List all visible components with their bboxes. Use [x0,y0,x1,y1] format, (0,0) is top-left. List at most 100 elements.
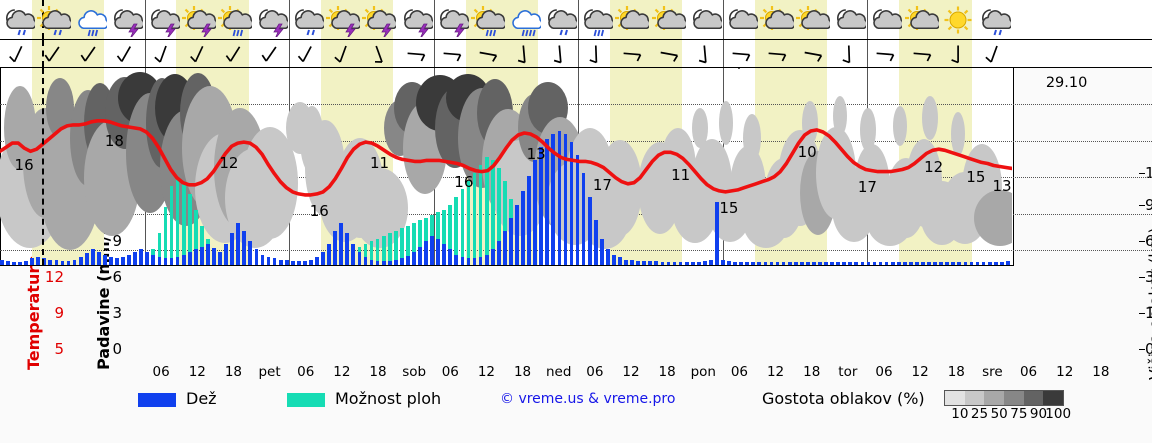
rain-bar [24,261,28,265]
rain-bar [521,191,525,265]
rain-bar [327,244,331,265]
rain-bar [448,249,453,265]
hour-label: pon [690,364,716,380]
temperature-tick: 5 [54,340,64,358]
hour-label: 18 [224,364,243,380]
rain-bar [981,262,986,265]
temperature-tick: 12 [44,268,64,286]
shower-bar [381,236,386,265]
copyright-link[interactable]: © vreme.us & vreme.pro [500,391,676,407]
cloud-density-tick: 100 [1045,406,1072,422]
wind-barb [325,40,361,68]
rain-bar [418,246,422,265]
hour-axis-labels: 06 12 18 pet 06 12 18 sob 06 12 18 ned 06 12 18 pon 06 12… [125,364,1139,384]
cloud-axis-tickmark [1139,205,1145,206]
weather-icon-night-cloud-drizzle [289,0,325,40]
rain-bar [902,262,907,265]
temperature-value-label: 11 [369,154,390,173]
cloud-density-swatch-75 [1004,391,1024,405]
temperature-value-label: 15 [966,168,986,187]
day-separator [144,40,146,67]
rain-bar [733,262,737,265]
wind-barb [831,40,867,68]
rain-bar [339,222,344,265]
rain-bar [169,258,174,265]
rain-bar [181,254,186,265]
wind-barb [0,40,36,68]
temperature-value-label: 15 [719,198,739,217]
rain-bar [218,251,222,265]
rain-bar [799,262,804,265]
temperature-curve [0,119,1012,197]
rain-bar [890,262,895,265]
temperature-value-label: 12 [219,154,239,173]
shower-bar [387,233,392,265]
temperature-value-label: 12 [924,158,944,177]
rain-bar [309,259,313,265]
rain-bar [545,138,550,265]
rain-bar [884,262,889,265]
rain-bar [478,257,483,265]
shower-bar [424,217,428,265]
rain-bar [460,257,465,265]
wind-barb [434,40,470,68]
precipitation-tick: 9 [112,232,122,250]
rain-bar [666,262,671,265]
rain-bar [199,246,204,265]
wind-barb [867,40,903,68]
hour-label: 12 [911,364,929,380]
legend-shower-swatch [287,393,325,407]
cloud-density-swatch-10 [945,391,965,405]
temperature-value-label: 18 [104,131,124,150]
wind-barb [36,40,72,68]
rain-bar [109,257,113,265]
hour-label: 18 [513,364,532,380]
legend-rain-swatch [138,393,176,407]
wind-barb [72,40,108,68]
rain-bar [66,261,71,265]
weather-icon-sun-cloud-drizzle [36,0,72,40]
rain-bar [393,259,398,265]
temperature-value-label: 16 [14,156,34,175]
rain-bar [333,230,338,265]
legend-cloud-label: Gostota oblakov (%) [762,389,925,408]
cloud-density-tick-labels: 10 25 50 75 90 100 [938,406,1072,424]
shower-bar [375,238,380,265]
cloud-height-tick: 1.5 [1145,304,1152,322]
hour-label: ned [545,364,572,380]
wind-barb [723,40,759,68]
cloud-density-scale [944,390,1064,406]
rain-bar [496,241,501,265]
wind-barb [614,40,650,68]
rain-bar [684,262,689,265]
rain-bar [363,257,368,265]
rain-bar [993,262,998,265]
rain-bar [127,254,131,265]
rain-bar [551,133,556,265]
rain-bar [84,253,89,265]
meteogram-plot[interactable]: 16 18 12 16 11 16 13 17 11 15 10 17 12 15 13 [0,0,1152,266]
rain-bar [78,257,83,265]
rain-bar [484,254,489,265]
hour-label: sob [402,364,427,380]
rain-bar [751,262,756,265]
cloud-height-tick: 9.0 [1145,196,1152,214]
rain-bar [793,262,798,265]
shower-bar [187,194,192,265]
rain-bar [963,262,968,265]
hour-label: 06 [297,364,315,380]
rain-bar [933,262,937,265]
day-separator [867,0,869,39]
rain-bar [642,261,647,265]
rain-bar [527,175,531,265]
weather-icon-cloud-rain-heavy [506,0,542,40]
wind-barb [759,40,795,68]
rain-bar [224,244,228,265]
rain-bar [90,249,95,265]
rain-bar [442,244,447,265]
rain-bar [60,261,65,265]
cloud-density-tick: 75 [1010,406,1028,422]
rain-bar [939,262,944,265]
rain-bar [0,259,4,265]
cloud-axis-tickmark [1139,277,1145,278]
